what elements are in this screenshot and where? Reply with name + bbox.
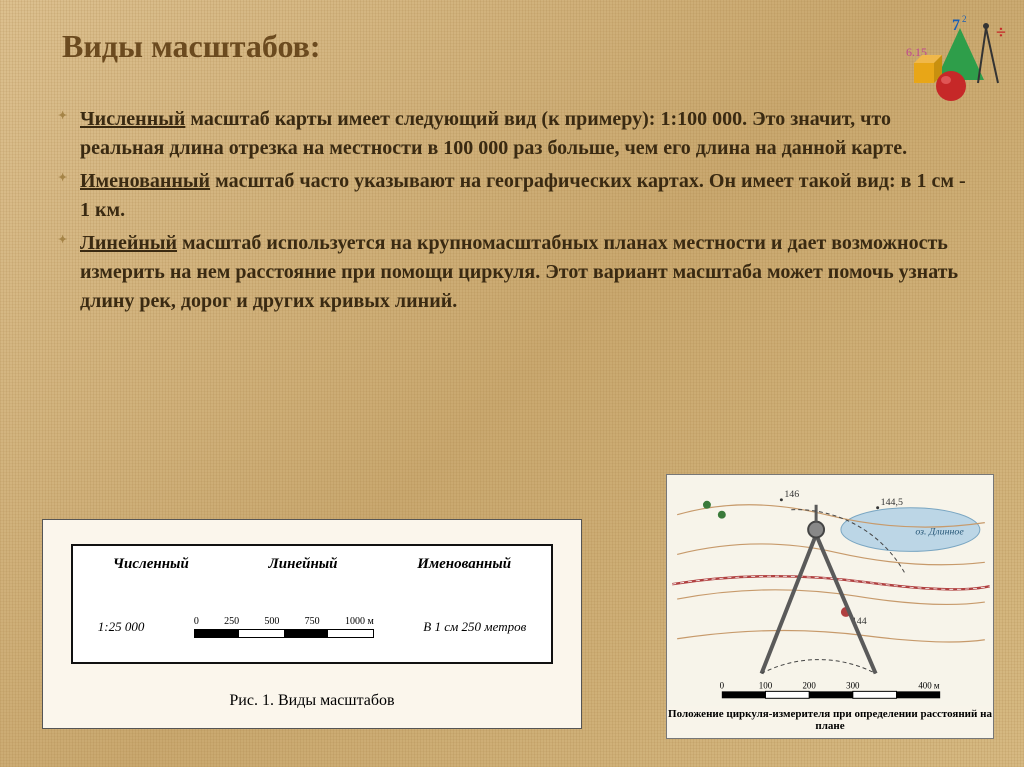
label-numeric: Численный <box>113 556 189 573</box>
bullet-numeric-text: масштаб карты имеет следующий вид (к при… <box>80 108 907 159</box>
tick: 1000 м <box>345 616 374 627</box>
scalebar-bar <box>194 629 374 638</box>
seven-exp: 2 <box>962 14 967 24</box>
figure-scale-types: Численный Линейный Именованный 1:25 000 … <box>42 519 582 729</box>
triangle-shape <box>936 28 984 80</box>
tick: 250 <box>224 616 239 627</box>
figure-scale-caption: Рис. 1. Виды масштабов <box>43 692 581 710</box>
bullet-named: Именованный масштаб часто указывают на г… <box>58 167 968 225</box>
divide-icon: ÷ <box>996 22 1006 42</box>
bullet-numeric-key: Численный <box>80 108 185 130</box>
seven-label: 7 <box>952 17 960 34</box>
sphere-shape <box>936 71 966 101</box>
map-tick: 0 <box>720 680 725 690</box>
map-tick: 100 <box>759 680 773 690</box>
elev-label: 146 <box>784 489 799 500</box>
bullet-numeric: Численный масштаб карты имеет следующий … <box>58 105 968 163</box>
lake-label: оз. Длинное <box>915 527 964 538</box>
figure-map-compass: оз. Длинное 146 144,5 144 <box>666 474 994 739</box>
scale-labels-row: Численный Линейный Именованный <box>73 556 551 573</box>
seg <box>239 630 284 637</box>
map-tick: 300 <box>846 680 860 690</box>
scale-values-row: 1:25 000 0 250 500 750 1000 м В 1 см 250… <box>73 616 551 638</box>
figure-map-caption: Положение циркуля-измерителя при определ… <box>667 706 993 734</box>
seg <box>328 630 373 637</box>
seg <box>195 630 240 637</box>
tree-icon <box>718 511 726 519</box>
slide-title: Виды масштабов: <box>62 28 321 65</box>
cube-shape <box>914 55 942 83</box>
label-named: Именованный <box>417 556 511 573</box>
map-tick: 400 м <box>918 680 940 690</box>
elev-label: 144,5 <box>881 497 903 508</box>
bullet-linear-key: Линейный <box>80 232 177 254</box>
value-numeric: 1:25 000 <box>98 619 145 635</box>
bullet-list: Численный масштаб карты имеет следующий … <box>58 105 968 320</box>
corner-graphic: 6.15 7 2 ÷ <box>896 8 1006 103</box>
tick: 500 <box>264 616 279 627</box>
scalebar-ticks: 0 250 500 750 1000 м <box>194 616 374 627</box>
tree-icon <box>703 501 711 509</box>
figure-scale-inner: Численный Линейный Именованный 1:25 000 … <box>71 544 553 664</box>
bullet-named-key: Именованный <box>80 170 210 192</box>
tick: 0 <box>194 616 199 627</box>
tick: 750 <box>305 616 320 627</box>
value-named: В 1 см 250 метров <box>423 619 526 635</box>
sphere-highlight <box>941 76 951 84</box>
seg <box>284 630 329 637</box>
linear-scalebar: 0 250 500 750 1000 м <box>194 616 374 638</box>
bullet-linear: Линейный масштаб используется на крупном… <box>58 229 968 316</box>
bullet-named-text: масштаб часто указывают на географически… <box>80 170 966 221</box>
label-linear: Линейный <box>268 556 337 573</box>
bullet-linear-text: масштаб используется на крупномасштабных… <box>80 232 958 312</box>
map-tick: 200 <box>802 680 816 690</box>
